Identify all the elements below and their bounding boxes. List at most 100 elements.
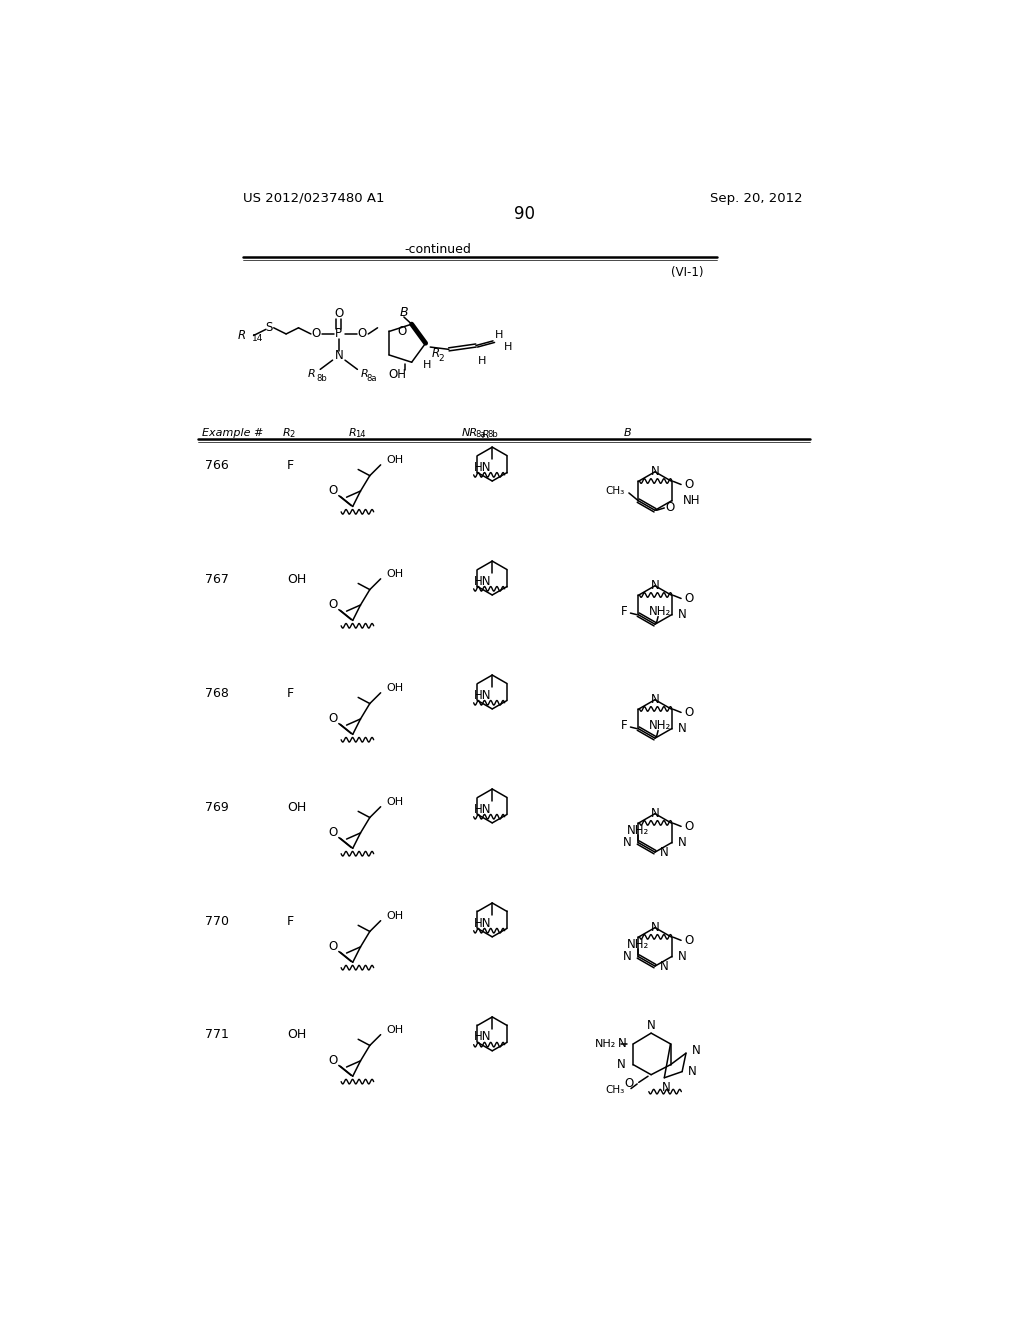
Text: OH: OH (387, 797, 404, 807)
Text: N: N (650, 921, 659, 935)
Text: H: H (495, 330, 504, 339)
Text: NH₂: NH₂ (648, 606, 671, 619)
Text: N: N (650, 693, 659, 706)
Text: R: R (482, 430, 489, 440)
Text: F: F (287, 686, 294, 700)
Text: N: N (624, 836, 632, 849)
Text: N: N (678, 722, 687, 735)
Text: OH: OH (387, 911, 404, 921)
Text: H: H (478, 356, 486, 366)
Text: N: N (659, 960, 669, 973)
Text: 768: 768 (206, 686, 229, 700)
Text: N: N (692, 1044, 701, 1056)
Text: 770: 770 (206, 915, 229, 928)
Text: N: N (624, 950, 632, 964)
Text: OH: OH (387, 1026, 404, 1035)
Text: O: O (684, 591, 693, 605)
Text: F: F (287, 459, 294, 471)
Text: HN: HN (474, 916, 492, 929)
Text: F: F (621, 605, 628, 618)
Text: OH: OH (287, 1028, 306, 1041)
Text: HN: HN (474, 461, 492, 474)
Text: O: O (684, 820, 693, 833)
Text: 2: 2 (289, 430, 295, 440)
Text: N: N (650, 807, 659, 820)
Text: NH: NH (683, 494, 700, 507)
Text: Example #: Example # (202, 428, 263, 437)
Text: O: O (329, 483, 338, 496)
Text: OH: OH (287, 800, 306, 813)
Text: NR: NR (461, 428, 477, 437)
Text: NH₂: NH₂ (627, 824, 649, 837)
Text: H: H (505, 342, 513, 352)
Text: N: N (647, 1019, 655, 1032)
Text: O: O (397, 325, 407, 338)
Text: N: N (662, 1081, 671, 1093)
Text: NH₂: NH₂ (595, 1039, 616, 1049)
Text: S: S (265, 321, 272, 334)
Text: 8b: 8b (316, 374, 327, 383)
Text: 8b: 8b (487, 430, 499, 440)
Text: P: P (335, 327, 342, 341)
Text: 769: 769 (206, 800, 229, 813)
Text: O: O (329, 940, 338, 953)
Text: HN: HN (474, 574, 492, 587)
Text: 8a: 8a (366, 374, 377, 383)
Text: 771: 771 (206, 1028, 229, 1041)
Text: OH: OH (287, 573, 306, 586)
Text: N: N (616, 1059, 626, 1072)
Text: N: N (618, 1038, 627, 1051)
Text: N: N (659, 846, 669, 859)
Text: HN: HN (474, 803, 492, 816)
Text: OH: OH (389, 368, 407, 381)
Text: NH₂: NH₂ (648, 719, 671, 733)
Text: 90: 90 (514, 205, 536, 223)
Text: 766: 766 (206, 459, 229, 471)
Text: OH: OH (387, 684, 404, 693)
Text: F: F (621, 719, 628, 733)
Text: O: O (625, 1077, 634, 1090)
Text: H: H (423, 360, 431, 370)
Text: R: R (360, 370, 369, 379)
Text: N: N (678, 950, 687, 964)
Text: O: O (329, 825, 338, 838)
Text: US 2012/0237480 A1: US 2012/0237480 A1 (243, 191, 384, 205)
Text: O: O (334, 308, 343, 321)
Text: 2: 2 (438, 354, 443, 363)
Text: O: O (357, 327, 367, 341)
Text: (VI-1): (VI-1) (671, 265, 703, 279)
Text: O: O (684, 933, 693, 946)
Text: CH₃: CH₃ (605, 487, 625, 496)
Text: 14: 14 (355, 430, 366, 440)
Text: B: B (624, 428, 632, 437)
Text: O: O (684, 478, 693, 491)
Text: R: R (238, 329, 246, 342)
Text: 767: 767 (206, 573, 229, 586)
Text: O: O (311, 327, 321, 341)
Text: NH₂: NH₂ (627, 937, 649, 950)
Text: O: O (329, 711, 338, 725)
Text: 14: 14 (252, 334, 263, 343)
Text: F: F (287, 915, 294, 928)
Text: R: R (432, 347, 440, 360)
Text: HN: HN (474, 689, 492, 702)
Text: N: N (650, 579, 659, 593)
Text: CH₃: CH₃ (605, 1085, 625, 1096)
Text: R: R (349, 428, 356, 437)
Text: N: N (650, 465, 659, 478)
Text: HN: HN (474, 1031, 492, 1044)
Text: Sep. 20, 2012: Sep. 20, 2012 (710, 191, 802, 205)
Text: R: R (308, 370, 315, 379)
Text: O: O (329, 598, 338, 611)
Text: N: N (678, 836, 687, 849)
Text: N: N (688, 1065, 697, 1078)
Text: O: O (329, 1053, 338, 1067)
Text: 8a: 8a (475, 430, 485, 440)
Text: B: B (399, 306, 409, 319)
Text: -continued: -continued (404, 243, 471, 256)
Text: OH: OH (387, 455, 404, 465)
Text: O: O (684, 706, 693, 719)
Text: OH: OH (387, 569, 404, 579)
Text: N: N (678, 609, 687, 622)
Text: R: R (283, 428, 291, 437)
